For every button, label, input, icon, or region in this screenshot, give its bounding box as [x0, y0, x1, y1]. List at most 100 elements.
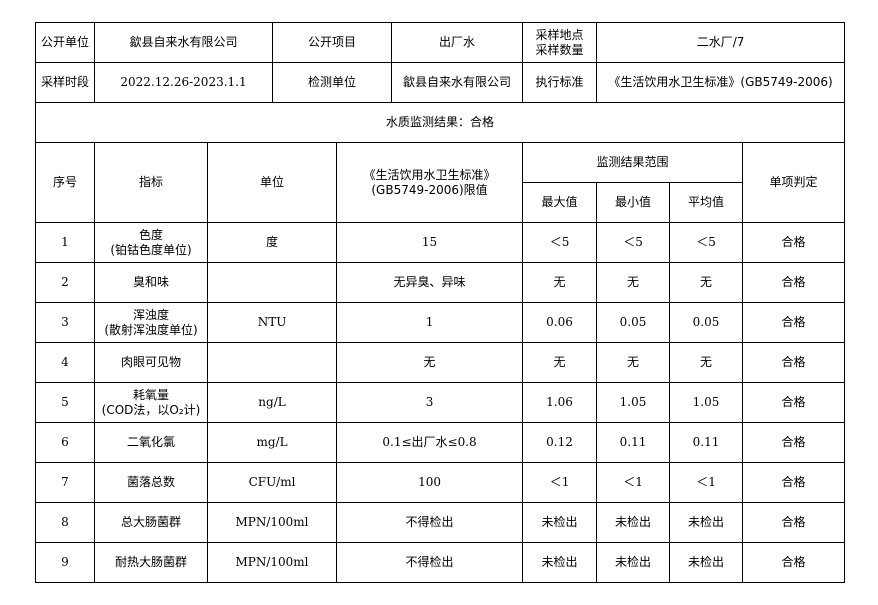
row-indicator: 耐热大肠菌群 [94, 542, 208, 583]
tester-label: 检测单位 [272, 62, 393, 103]
row-no: 4 [35, 342, 95, 383]
site-label-2: 采样数量 [535, 42, 584, 57]
info-row-2: 采样时段 2022.12.26-2023.1.1 检测单位 歙县自来水有限公司 … [35, 62, 846, 103]
table-row: 2 臭和味 无异臭、异味无无无合格 [35, 262, 846, 303]
row-avg: ＜1 [669, 462, 744, 503]
publisher-value: 歙县自来水有限公司 [93, 22, 274, 63]
header-limit-line2: (GB5749-2006)限值 [371, 182, 488, 197]
row-unit [206, 262, 338, 303]
standard-label: 执行标准 [522, 62, 598, 103]
table-row: 9 耐热大肠菌群 MPN/100ml 不得检出 未检出 未检出 未检出 合格 [35, 542, 846, 583]
row-max: 1.06 [522, 382, 598, 423]
header-avg: 平均值 [669, 182, 744, 223]
row-max: 0.06 [522, 302, 598, 343]
row-no: 6 [35, 422, 95, 463]
row-limit: 15 [336, 222, 524, 263]
header-range: 监测结果范围 [522, 142, 744, 183]
row-unit [206, 342, 338, 383]
row-max: ＜5 [522, 222, 598, 263]
row-indicator: 肉眼可见物 [94, 342, 208, 383]
indicator-name: 色度 [138, 227, 163, 242]
publisher-label: 公开单位 [35, 22, 95, 63]
row-limit: 3 [336, 382, 524, 423]
row-verdict: 合格 [742, 462, 846, 503]
row-verdict: 合格 [742, 422, 846, 463]
row-min: 0.05 [596, 302, 671, 343]
row-avg: 无 [669, 342, 744, 383]
row-unit: mg/L [206, 422, 338, 463]
row-min: 无 [596, 342, 671, 383]
row-min: ＜1 [596, 462, 671, 503]
row-indicator: 臭和味 [94, 262, 208, 303]
row-no: 9 [35, 542, 95, 583]
header-no: 序号 [35, 142, 95, 223]
row-avg: 0.11 [669, 422, 744, 463]
indicator-sub: (散射浑浊度单位) [104, 322, 198, 337]
site-value: 二水厂/7 [596, 22, 846, 63]
row-limit: 不得检出 [336, 542, 524, 583]
header-row-1: 序号 指标 单位 《生活饮用水卫生标准》 (GB5749-2006)限值 监测结果… [35, 142, 846, 223]
row-verdict: 合格 [742, 262, 846, 303]
header-row-2: 最大值 最小值 平均值 [36, 182, 845, 223]
header-max: 最大值 [522, 182, 598, 223]
row-max: ＜1 [522, 462, 598, 503]
row-no: 8 [35, 502, 95, 543]
indicator-name: 浑浊度 [132, 307, 169, 322]
item-value: 出厂水 [391, 22, 524, 63]
header-limit-line1: 《生活饮用水卫生标准》 [363, 167, 496, 182]
row-unit: ng/L [206, 382, 338, 423]
row-avg: 无 [669, 262, 744, 303]
row-indicator: 耗氧量 (COD法，以O₂计) [94, 382, 208, 423]
item-label: 公开项目 [272, 22, 393, 63]
row-avg: 未检出 [669, 502, 744, 543]
row-min: 1.05 [596, 382, 671, 423]
summary-row: 水质监测结果：合格 [34, 102, 846, 143]
header-indicator: 指标 [94, 142, 208, 223]
row-unit: 度 [206, 222, 338, 263]
row-no: 7 [35, 462, 95, 503]
header-min: 最小值 [596, 182, 671, 223]
row-no: 3 [35, 302, 95, 343]
tester-value: 歙县自来水有限公司 [391, 62, 524, 103]
table-row: 4 肉眼可见物无无无无合格 [35, 342, 846, 383]
site-label: 采样地点 采样数量 [522, 22, 598, 63]
row-no: 2 [35, 262, 95, 303]
water-quality-table: 公开单位 歙县自来水有限公司 公开项目 出厂水 采样地点 采样数量 二水厂/7 采… [34, 22, 846, 583]
row-avg: ＜5 [669, 222, 744, 263]
indicator-sub: (COD法，以O₂计) [101, 402, 201, 417]
header-verdict: 单项判定 [742, 142, 846, 223]
row-limit: 无 [336, 342, 524, 383]
row-limit: 1 [336, 302, 524, 343]
indicator-name: 二氧化氯 [126, 435, 175, 449]
row-indicator: 总大肠菌群 [94, 502, 208, 543]
indicator-name: 肉眼可见物 [120, 355, 181, 369]
row-max: 未检出 [522, 542, 598, 583]
indicator-sub: (铂钴色度单位) [110, 242, 192, 257]
row-verdict: 合格 [742, 302, 846, 343]
row-limit: 0.1≤出厂水≤0.8 [336, 422, 524, 463]
table-row: 1 色度 (铂钴色度单位) 度 15 ＜5 ＜5 ＜5 合格 [35, 222, 846, 263]
table-row: 6 二氧化氯 mg/L 0.1≤出厂水≤0.8 0.12 0.11 0.11 合格 [35, 422, 846, 463]
table-row: 3 浑浊度 (散射浑浊度单位) NTU 1 0.06 0.05 0.05 合格 [35, 302, 846, 343]
row-avg: 0.05 [669, 302, 744, 343]
row-min: 0.11 [596, 422, 671, 463]
row-unit: MPN/100ml [206, 502, 338, 543]
info-row-1: 公开单位 歙县自来水有限公司 公开项目 出厂水 采样地点 采样数量 二水厂/7 [35, 22, 846, 63]
result-summary: 水质监测结果：合格 [34, 102, 846, 143]
row-max: 0.12 [522, 422, 598, 463]
row-verdict: 合格 [742, 542, 846, 583]
row-min: 未检出 [596, 502, 671, 543]
row-verdict: 合格 [742, 342, 846, 383]
indicator-name: 总大肠菌群 [120, 515, 181, 529]
row-unit: CFU/ml [206, 462, 338, 503]
row-indicator: 菌落总数 [94, 462, 208, 503]
row-unit: MPN/100ml [206, 542, 338, 583]
row-min: 未检出 [596, 542, 671, 583]
row-verdict: 合格 [742, 502, 846, 543]
row-verdict: 合格 [742, 382, 846, 423]
header-limit: 《生活饮用水卫生标准》 (GB5749-2006)限值 [336, 142, 524, 223]
standard-value: 《生活饮用水卫生标准》(GB5749-2006) [596, 62, 846, 103]
row-no: 1 [35, 222, 95, 263]
row-min: ＜5 [596, 222, 671, 263]
row-avg: 1.05 [669, 382, 744, 423]
